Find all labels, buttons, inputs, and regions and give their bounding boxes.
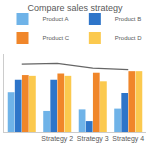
- svg-text:Strategy 2: Strategy 2: [41, 135, 73, 143]
- svg-text:Strategy 3: Strategy 3: [77, 135, 109, 143]
- svg-text:Strategy 4: Strategy 4: [112, 135, 144, 143]
- svg-text:Product B: Product B: [115, 16, 141, 22]
- svg-text:Compare sales strategy: Compare sales strategy: [27, 3, 123, 13]
- svg-text:Product C: Product C: [43, 35, 70, 41]
- svg-text:Product A: Product A: [43, 16, 69, 22]
- svg-text:Product D: Product D: [115, 35, 142, 41]
